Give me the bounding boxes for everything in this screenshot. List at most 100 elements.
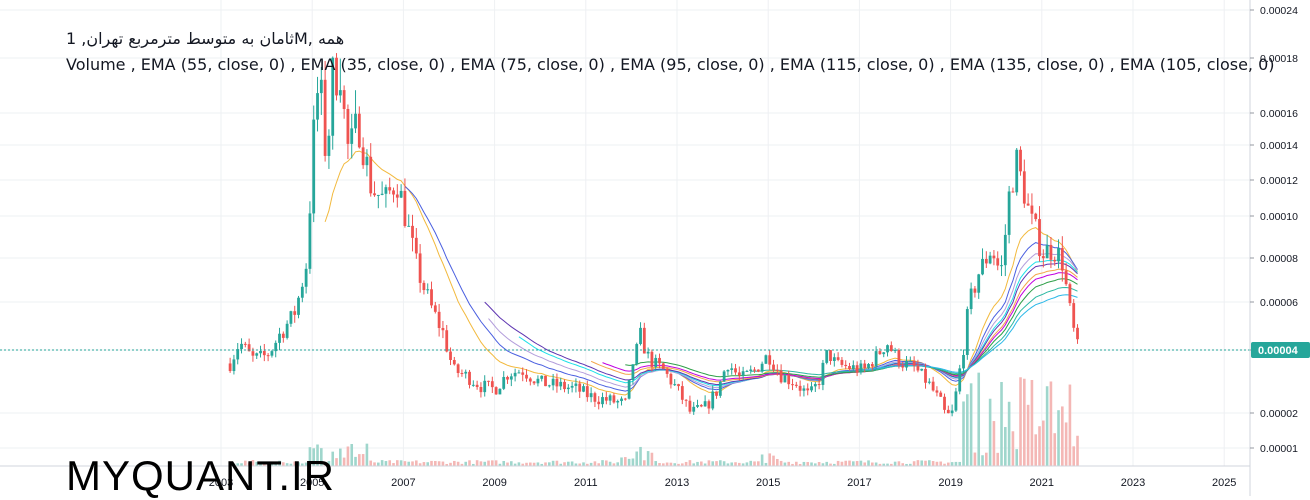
candle bbox=[361, 137, 365, 169]
candle bbox=[236, 342, 240, 365]
volume-bar bbox=[855, 461, 859, 466]
volume-bar bbox=[316, 444, 319, 466]
last-price-tag: 0.00004 bbox=[1251, 342, 1310, 358]
candle bbox=[1053, 256, 1057, 266]
candle bbox=[316, 76, 319, 132]
candle bbox=[692, 401, 696, 415]
time-tick-label: 2019 bbox=[938, 477, 962, 489]
candle bbox=[304, 263, 308, 294]
volume-bar bbox=[479, 461, 483, 466]
time-tick-label: 2011 bbox=[574, 477, 598, 489]
volume-bar bbox=[240, 463, 243, 466]
volume-bar bbox=[643, 460, 646, 466]
volume-bar bbox=[491, 460, 494, 466]
volume-bar bbox=[312, 448, 316, 466]
time-axis[interactable]: 2003 2005 2007 2009 2011 2013 2015 2017 2019 2021… bbox=[209, 477, 1237, 489]
candle bbox=[601, 392, 604, 408]
volume-bar bbox=[525, 462, 528, 466]
volume-bar bbox=[833, 463, 836, 466]
price-tick-label: 0.00002 bbox=[1260, 408, 1298, 420]
candle bbox=[749, 365, 753, 374]
volume-bar bbox=[270, 463, 274, 466]
candle bbox=[745, 369, 749, 372]
candle bbox=[521, 367, 525, 382]
volume-bar bbox=[768, 453, 772, 466]
volume-bar bbox=[684, 461, 688, 466]
volume-bar bbox=[620, 457, 623, 466]
candle bbox=[403, 178, 407, 228]
volume-bar bbox=[582, 462, 585, 466]
candle bbox=[418, 244, 422, 293]
candle bbox=[1057, 239, 1060, 269]
volume-bar bbox=[536, 462, 540, 466]
candle bbox=[445, 325, 449, 353]
candle bbox=[426, 283, 430, 294]
candle bbox=[908, 356, 912, 362]
candle bbox=[517, 369, 521, 374]
volume-bar bbox=[506, 462, 509, 466]
volume-bar bbox=[696, 461, 699, 466]
volume-bar bbox=[354, 456, 357, 466]
volume-bar bbox=[320, 448, 323, 466]
volume-bar bbox=[559, 463, 563, 466]
candle bbox=[1007, 185, 1011, 244]
volume-bar bbox=[726, 463, 730, 466]
price-tick-label: 0.00014 bbox=[1260, 140, 1298, 152]
candle bbox=[642, 322, 646, 354]
candle bbox=[563, 379, 566, 393]
price-tick-label: 0.00001 bbox=[1260, 443, 1298, 455]
candle bbox=[1060, 236, 1064, 282]
candle bbox=[772, 359, 775, 372]
candle bbox=[661, 362, 665, 370]
volume-bar bbox=[920, 460, 924, 466]
volume-bar bbox=[605, 460, 608, 466]
volume-bar bbox=[992, 421, 996, 466]
candle bbox=[775, 364, 779, 376]
volume-bar bbox=[487, 460, 490, 466]
volume-bar bbox=[878, 463, 882, 466]
volume-bar bbox=[274, 461, 278, 466]
volume-bar bbox=[772, 455, 775, 466]
volume-bar bbox=[901, 463, 905, 466]
volume-bar bbox=[589, 462, 593, 466]
volume-bar bbox=[844, 460, 848, 466]
candle bbox=[623, 397, 627, 401]
volume-bar bbox=[453, 460, 456, 466]
indicator-legend[interactable]: Volume , EMA (55, close, 0) , EMA (35, c… bbox=[66, 55, 1275, 74]
candle bbox=[506, 375, 509, 384]
time-tick-label: 2003 bbox=[209, 477, 233, 489]
candle bbox=[574, 378, 578, 393]
volume-bar bbox=[692, 463, 696, 466]
candle bbox=[608, 393, 612, 406]
volume-bar bbox=[1061, 406, 1064, 466]
candle bbox=[350, 113, 354, 159]
time-tick-label: 2023 bbox=[1121, 477, 1145, 489]
candle bbox=[650, 349, 654, 372]
candle bbox=[920, 368, 924, 372]
candle bbox=[787, 370, 791, 390]
candle bbox=[741, 366, 745, 380]
volume-bar bbox=[905, 463, 908, 466]
volume-bar bbox=[947, 462, 950, 466]
candle bbox=[798, 380, 802, 397]
volume-bar bbox=[836, 460, 840, 466]
volume-bar bbox=[350, 444, 354, 466]
candle bbox=[836, 352, 840, 362]
volume-bar bbox=[958, 461, 962, 466]
volume-bar bbox=[650, 452, 654, 466]
volume-bar bbox=[973, 452, 977, 466]
volume-bar bbox=[840, 461, 844, 466]
candle bbox=[528, 377, 532, 386]
candle bbox=[699, 404, 703, 408]
volume-bar bbox=[377, 462, 380, 466]
candle bbox=[718, 380, 722, 398]
price-tick-label: 0.00010 bbox=[1260, 211, 1298, 223]
candle bbox=[715, 391, 718, 399]
volume-bar bbox=[1026, 404, 1030, 466]
watermark-text: MYQUANT.IR bbox=[66, 452, 336, 499]
candle bbox=[433, 301, 437, 314]
volume-bar bbox=[863, 462, 867, 466]
candle bbox=[1003, 224, 1007, 277]
candle bbox=[616, 399, 620, 409]
